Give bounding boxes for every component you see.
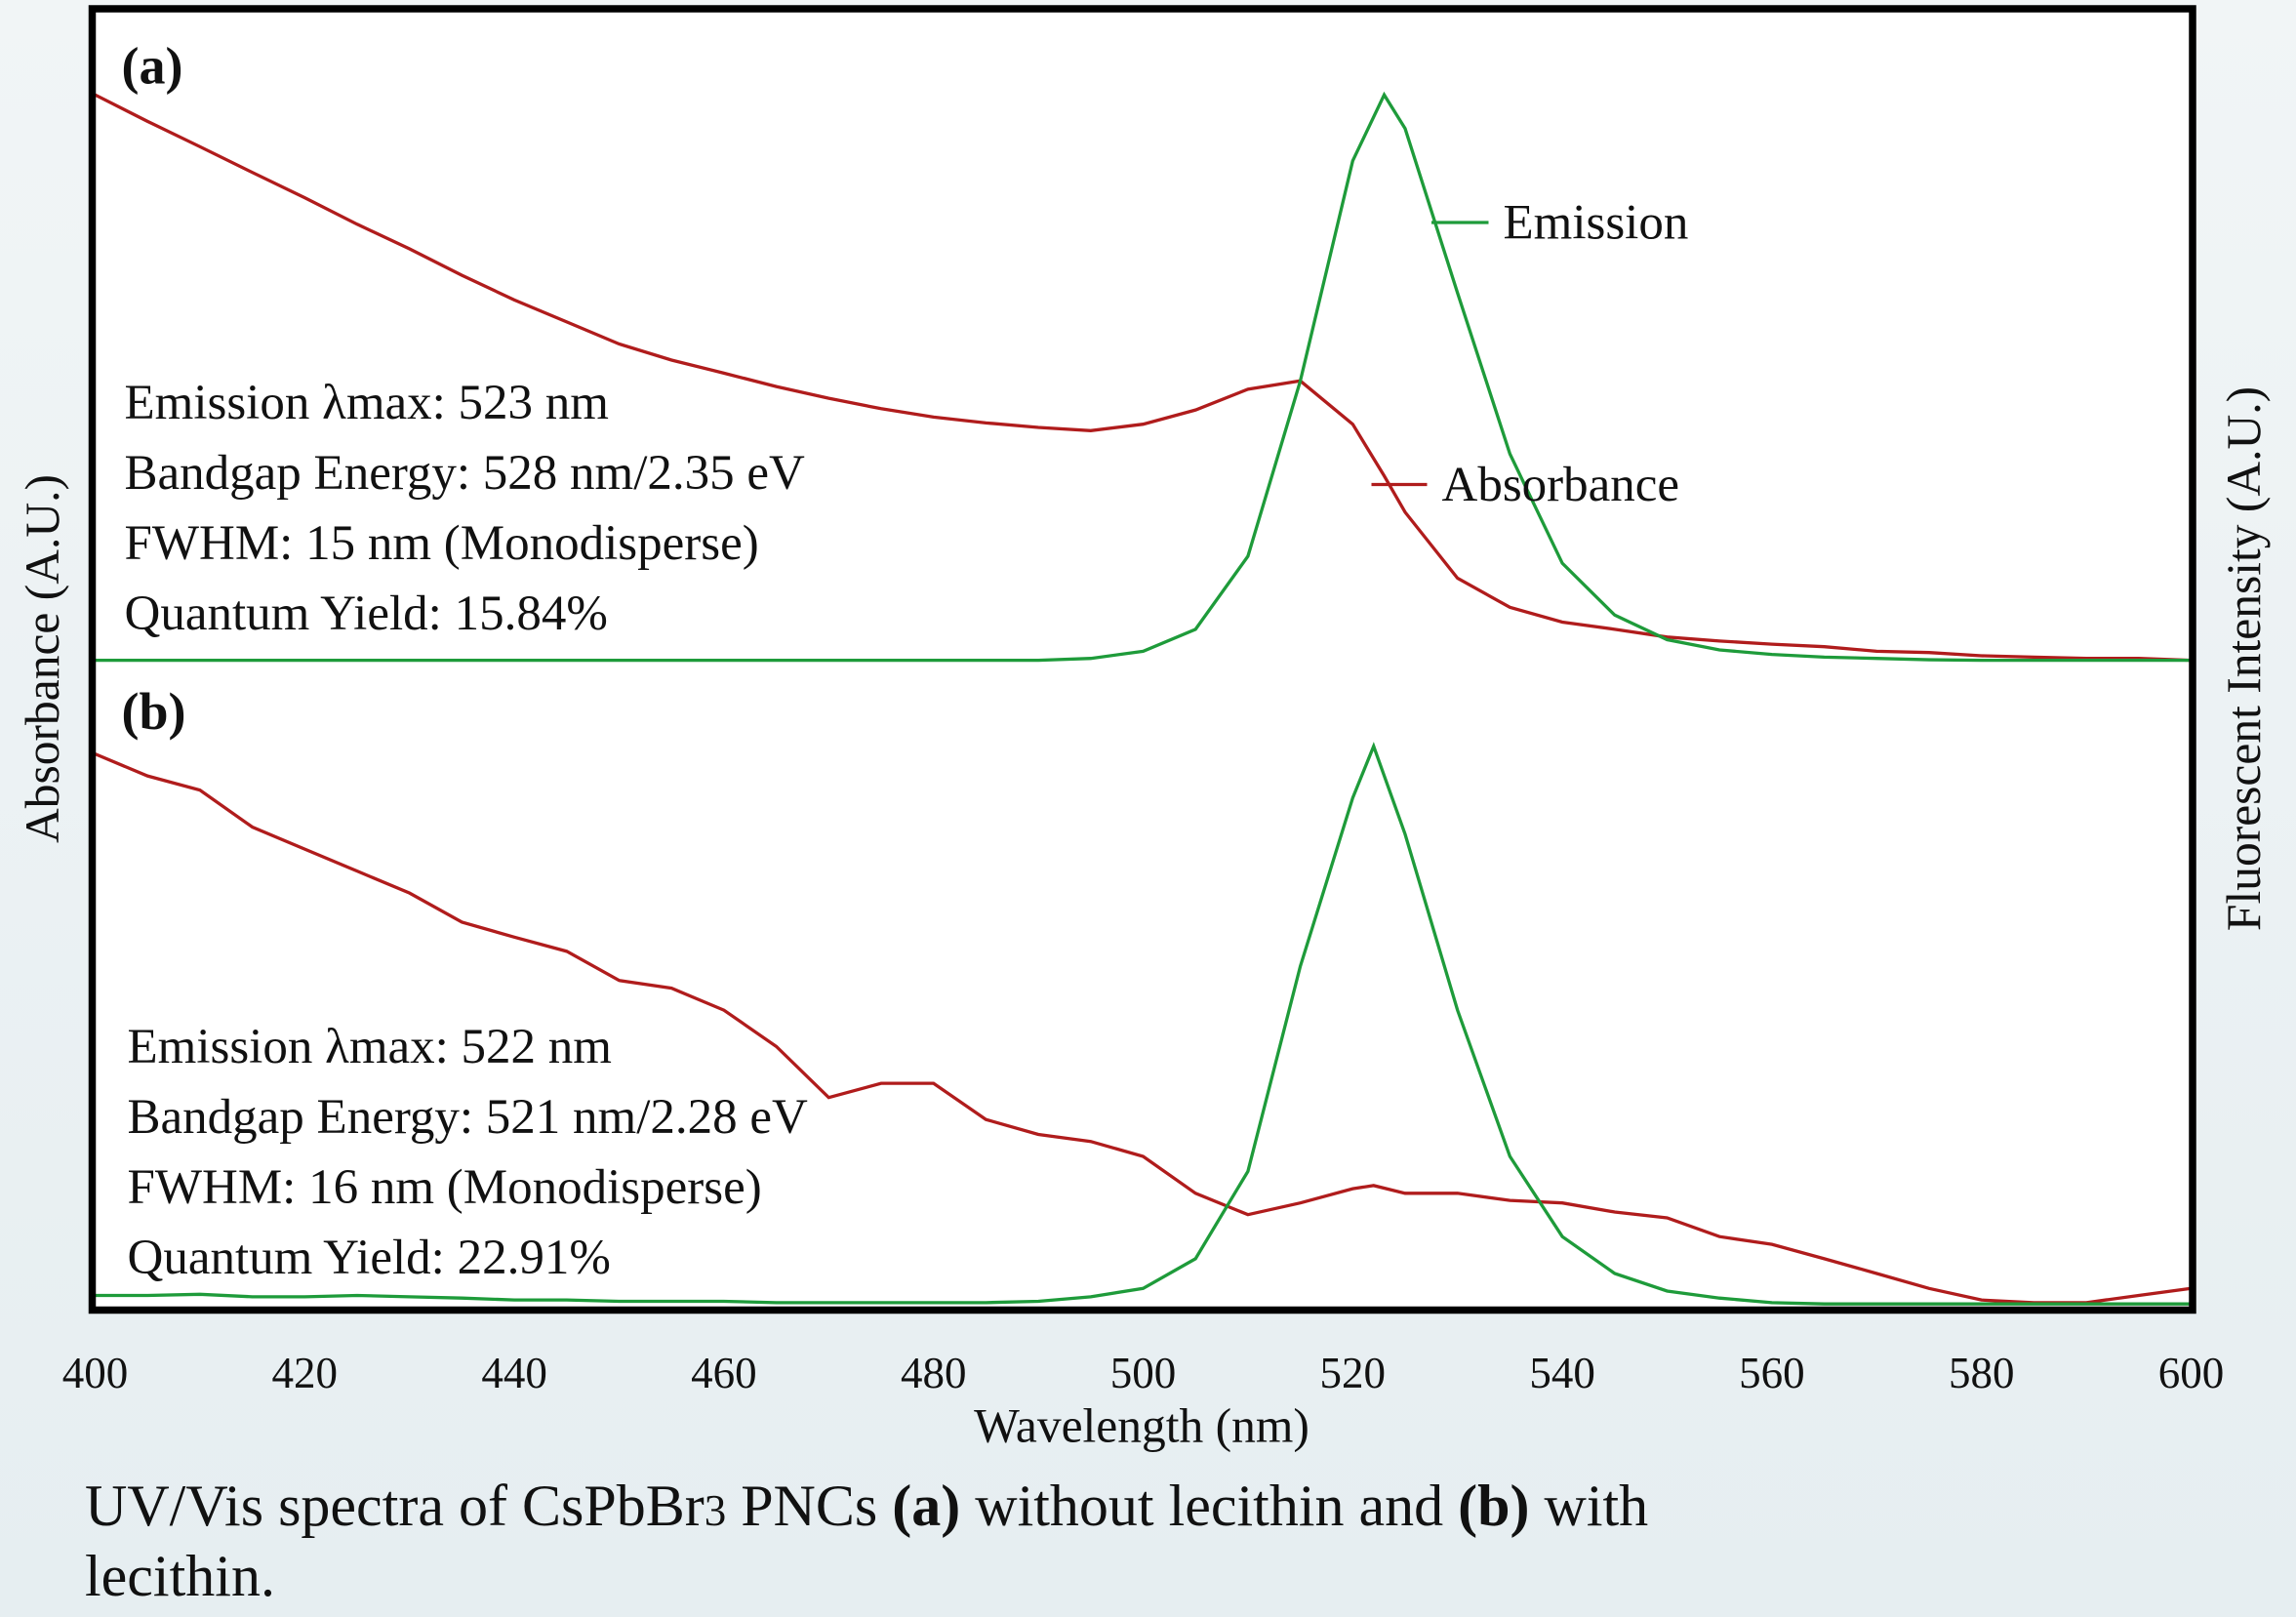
y-axis-label: Absorbance (A.U.) bbox=[16, 474, 69, 843]
series-line bbox=[95, 91, 2192, 663]
caption-text: 3 bbox=[705, 1486, 727, 1535]
series-line bbox=[95, 742, 2192, 1306]
annotation: FWHM: 15 nm (Monodisperse) bbox=[125, 516, 759, 571]
x-tick-label: 500 bbox=[1110, 1349, 1177, 1397]
series-line bbox=[94, 93, 2192, 663]
annotation: Bandgap Energy: 521 nm/2.28 eV bbox=[128, 1090, 809, 1145]
x-tick-label: 600 bbox=[2158, 1349, 2225, 1397]
legend-label: Absorbance bbox=[1442, 458, 1680, 512]
x-tick-label: 400 bbox=[62, 1349, 129, 1397]
x-tick-label: 580 bbox=[1949, 1349, 2015, 1397]
annotation: FWHM: 16 nm (Monodisperse) bbox=[128, 1160, 762, 1215]
panel-label: (b) bbox=[122, 682, 186, 741]
x-tick-label: 560 bbox=[1739, 1349, 1805, 1397]
caption-text: lecithin. bbox=[85, 1544, 275, 1608]
caption: UV/Vis spectra of CsPbBr3 PNCs (a) witho… bbox=[85, 1474, 1648, 1538]
annotation: Emission λmax: 523 nm bbox=[125, 376, 609, 430]
x-axis-label: Wavelength (nm) bbox=[974, 1399, 1309, 1453]
caption-text: without lecithin and bbox=[960, 1474, 1458, 1538]
panel-label: (a) bbox=[122, 37, 183, 96]
x-tick-label: 480 bbox=[901, 1349, 967, 1397]
x-tick-label: 460 bbox=[691, 1349, 757, 1397]
x-tick-label: 540 bbox=[1529, 1349, 1595, 1397]
annotation: Quantum Yield: 15.84% bbox=[125, 586, 608, 641]
annotation: Bandgap Energy: 528 nm/2.35 eV bbox=[125, 446, 806, 501]
caption-text: UV/Vis spectra of CsPbBr bbox=[85, 1474, 705, 1538]
x-tick-label: 440 bbox=[481, 1349, 547, 1397]
series-line bbox=[94, 752, 2192, 1305]
legend-label: Emission bbox=[1504, 196, 1689, 251]
annotation: Quantum Yield: 22.91% bbox=[128, 1231, 611, 1285]
y2-axis-label: Fluorescent Intensity (A.U.) bbox=[2217, 386, 2271, 931]
caption-text: with bbox=[1530, 1474, 1649, 1538]
caption-text: PNCs bbox=[726, 1474, 892, 1538]
x-tick-label: 420 bbox=[272, 1349, 339, 1397]
annotation: Emission λmax: 522 nm bbox=[128, 1020, 612, 1074]
chart-root: Wavelength (nm) Absorbance (A.U.) Fluore… bbox=[16, 5, 2271, 1608]
caption-text: (b) bbox=[1458, 1474, 1529, 1538]
caption-text: (a) bbox=[892, 1474, 960, 1538]
plot-frame bbox=[88, 5, 2196, 1314]
x-tick-label: 520 bbox=[1320, 1349, 1387, 1397]
